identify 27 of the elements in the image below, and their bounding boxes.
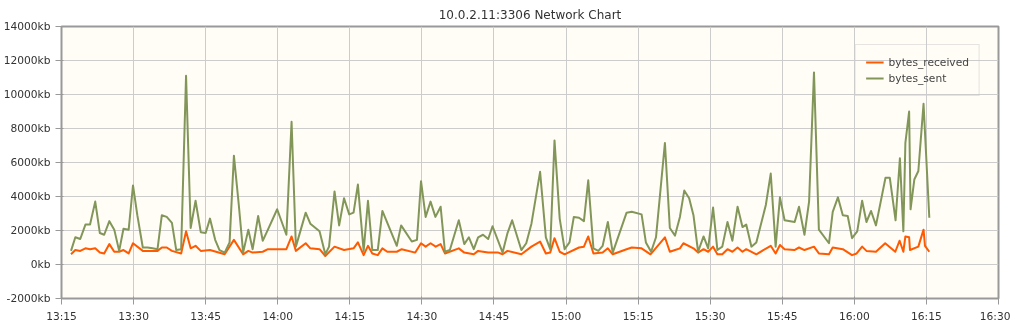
x-tick-label: 14:45 [478,309,510,323]
x-tick-label: 15:00 [550,309,582,323]
y-tick-label: 12000kb [3,54,51,67]
x-tick-label: 14:15 [334,309,366,323]
x-tick-label: 13:30 [118,309,150,323]
x-tick-label: 16:15 [911,309,942,323]
x-tick-label: 16:30 [979,309,1011,323]
x-tick-label: 15:45 [766,309,798,323]
line-series [70,228,931,257]
y-tick-label: 8000kb [10,122,51,135]
y-tick-label: -2000kb [6,292,51,305]
x-tick-label: 16:00 [838,309,870,323]
y-tick-label: 2000kb [10,224,51,237]
y-tick-label: 10000kb [3,88,51,101]
y-tick-label: 6000kb [10,156,51,169]
y-tick-label: 14000kb [3,20,51,33]
x-tick-label: 14:30 [406,309,438,323]
chart-title: 10.0.2.11:3306 Network Chart [438,7,622,22]
x-tick-label: 15:30 [694,309,726,323]
y-tick-label: 4000kb [10,190,51,203]
x-tick-label: 13:15 [46,309,77,323]
legend-label: bytes_received [888,55,969,69]
y-tick-label: 0kb [30,258,51,271]
x-tick-label: 13:45 [190,309,222,323]
x-tick-label: 15:15 [622,309,654,323]
legend-label: bytes_sent [888,71,947,85]
x-tick-label: 14:00 [262,309,294,323]
